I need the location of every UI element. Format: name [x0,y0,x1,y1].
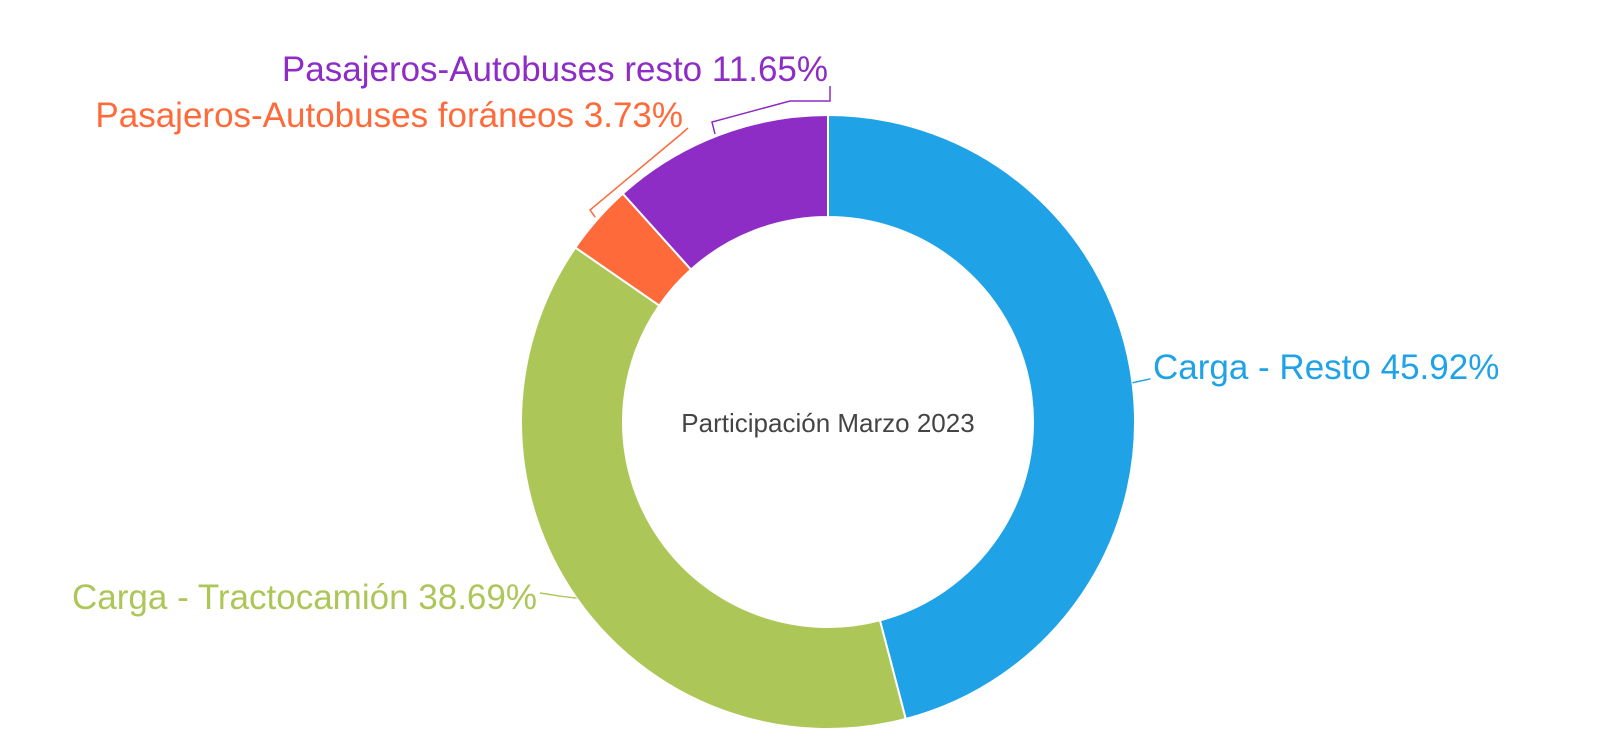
leader-line [588,127,689,218]
slice-label: Carga - Tractocamión 38.69% [72,578,537,617]
slice-name: Carga - Resto [1153,348,1371,387]
slice-name: Pasajeros-Autobuses resto [282,50,702,89]
slice-value: 45.92% [1381,348,1500,387]
slice-name: Carga - Tractocamión [72,578,409,617]
donut-slice [621,113,829,271]
chart-title: Participación Marzo 2023 [681,408,974,438]
slice-value: 11.65% [712,50,828,89]
slice-value: 3.73% [584,96,683,135]
leader-line [1132,378,1151,384]
donut-slice [827,113,1136,721]
leader-line [539,592,577,599]
leader-line [711,86,831,135]
slice-label: Carga - Resto 45.92% [1153,348,1499,387]
slice-value: 38.69% [418,578,537,617]
slice-label: Pasajeros-Autobuses foráneos 3.73% [95,96,683,135]
slice-name: Pasajeros-Autobuses foráneos [95,96,574,135]
slice-label: Pasajeros-Autobuses resto 11.65% [282,50,828,89]
donut-slice [520,246,907,730]
